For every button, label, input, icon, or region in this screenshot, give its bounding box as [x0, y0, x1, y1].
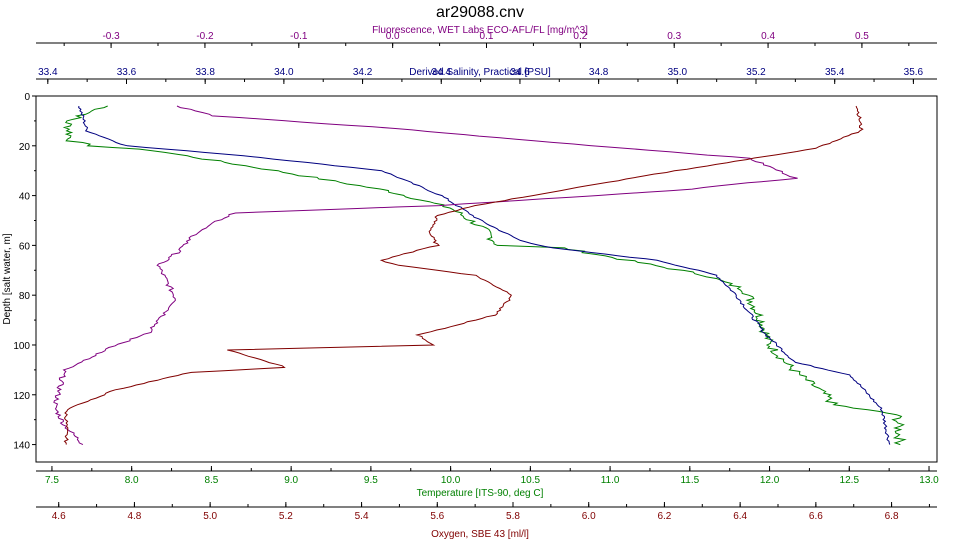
- salinity-tick-label-5: 34.4: [432, 67, 452, 78]
- salinity-tick-label-0: 33.4: [38, 67, 58, 78]
- salinity-tick-label-4: 34.2: [353, 67, 373, 78]
- oxygen-tick-label-0: 4.6: [52, 511, 66, 522]
- oxygen-axis-title: Oxygen, SBE 43 [ml/l]: [431, 529, 529, 540]
- oxygen-tick-label-7: 6.0: [582, 511, 596, 522]
- temperature-tick-label-2: 8.5: [204, 475, 218, 486]
- salinity-series-line: [78, 105, 891, 445]
- oxygen-tick-label-2: 5.0: [203, 511, 217, 522]
- fluorescence-axis-title: Fluorescence, WET Labs ECO-AFL/FL [mg/m^…: [372, 25, 588, 36]
- temperature-tick-label-6: 10.5: [521, 475, 541, 486]
- temperature-series-line: [62, 105, 907, 446]
- temperature-tick-label-7: 11.0: [601, 475, 620, 486]
- salinity-tick-label-6: 34.6: [510, 67, 530, 78]
- y-tick-label-2: 40: [19, 192, 31, 203]
- temperature-tick-label-4: 9.5: [364, 475, 378, 486]
- oxygen-tick-label-9: 6.4: [733, 511, 747, 522]
- oxygen-tick-label-8: 6.2: [657, 511, 671, 522]
- temperature-tick-label-1: 8.0: [125, 475, 139, 486]
- fluorescence-tick-label-6: 0.3: [667, 31, 681, 42]
- salinity-tick-label-8: 35.0: [668, 67, 688, 78]
- oxygen-tick-label-6: 5.8: [506, 511, 520, 522]
- fluorescence-series-line: [53, 105, 798, 446]
- temperature-tick-label-0: 7.5: [45, 475, 59, 486]
- salinity-tick-label-3: 34.0: [274, 67, 294, 78]
- oxygen-tick-label-3: 5.2: [279, 511, 293, 522]
- temperature-axis-title: Temperature [ITS-90, deg C]: [417, 488, 544, 499]
- chart-title: ar29088.cnv: [436, 4, 524, 21]
- oxygen-series-line: [63, 105, 864, 445]
- oxygen-tick-label-10: 6.6: [809, 511, 823, 522]
- temperature-tick-label-9: 12.0: [760, 475, 780, 486]
- temperature-tick-label-10: 12.5: [840, 475, 860, 486]
- plot-frame: [35, 95, 938, 463]
- salinity-tick-label-7: 34.8: [589, 67, 609, 78]
- y-tick-label-4: 80: [19, 291, 31, 302]
- salinity-tick-label-2: 33.8: [195, 67, 215, 78]
- salinity-tick-label-10: 35.4: [825, 67, 845, 78]
- y-tick-label-1: 20: [19, 142, 31, 153]
- fluorescence-tick-label-1: -0.2: [196, 31, 214, 42]
- y-tick-label-3: 60: [19, 241, 31, 252]
- salinity-axis-title: Derived Salinity, Practical [PSU]: [409, 67, 551, 78]
- y-tick-label-5: 100: [13, 341, 30, 352]
- fluorescence-tick-label-5: 0.2: [573, 31, 587, 42]
- oxygen-tick-label-5: 5.6: [430, 511, 444, 522]
- fluorescence-tick-label-4: 0.1: [480, 31, 494, 42]
- salinity-tick-label-9: 35.2: [746, 67, 766, 78]
- temperature-tick-label-8: 11.5: [680, 475, 699, 486]
- salinity-tick-label-11: 35.6: [904, 67, 924, 78]
- temperature-tick-label-11: 13.0: [919, 475, 939, 486]
- y-tick-label-7: 140: [13, 441, 30, 452]
- oxygen-tick-label-11: 6.8: [885, 511, 899, 522]
- fluorescence-tick-label-7: 0.4: [761, 31, 775, 42]
- fluorescence-tick-label-8: 0.5: [855, 31, 869, 42]
- temperature-tick-label-5: 10.0: [441, 475, 461, 486]
- y-tick-label-6: 120: [13, 391, 30, 402]
- salinity-tick-label-1: 33.6: [117, 67, 137, 78]
- fluorescence-tick-label-3: 0.0: [386, 31, 400, 42]
- y-tick-label-0: 0: [24, 92, 30, 103]
- temperature-tick-label-3: 9.0: [284, 475, 298, 486]
- fluorescence-tick-label-0: -0.3: [102, 31, 120, 42]
- y-axis-title: Depth [salt water, m]: [2, 233, 13, 324]
- fluorescence-tick-label-2: -0.1: [290, 31, 308, 42]
- oxygen-tick-label-1: 4.8: [127, 511, 141, 522]
- oxygen-tick-label-4: 5.4: [355, 511, 369, 522]
